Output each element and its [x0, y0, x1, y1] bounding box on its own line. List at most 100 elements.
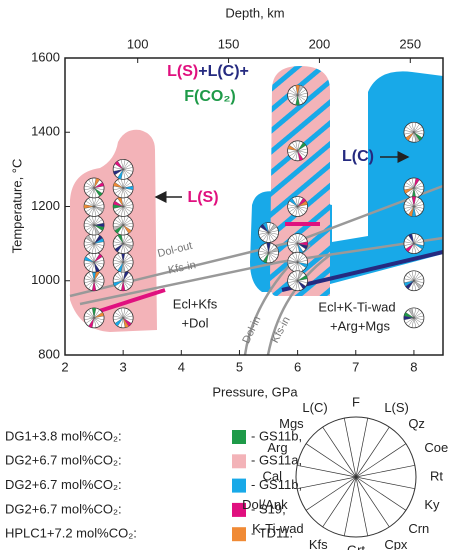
pie-spoke: [93, 243, 97, 254]
pie-wedge: [94, 178, 100, 188]
label-part: +: [240, 63, 249, 80]
pie-spoke: [91, 187, 95, 198]
pie-spoke: [404, 187, 414, 191]
pie-spoke: [297, 278, 308, 281]
pie-spoke: [93, 317, 103, 324]
pie-marker: [403, 233, 425, 255]
pie-spoke: [287, 278, 298, 281]
pie-spoke: [123, 243, 134, 246]
key-spoke: [355, 464, 415, 478]
pie-wedge: [123, 185, 134, 190]
pie-wedge: [94, 225, 100, 235]
pie-wedge: [405, 243, 414, 252]
pie-spoke: [93, 272, 100, 281]
key-label: Mgs: [279, 416, 304, 431]
pie-spoke: [297, 235, 304, 244]
pie-spoke: [413, 317, 420, 327]
pie-spoke: [289, 200, 298, 207]
pie-spoke: [268, 222, 271, 233]
pie-spoke: [122, 243, 126, 254]
pie-spoke: [297, 280, 307, 287]
pie-spoke: [123, 317, 134, 321]
line-label: Kfs-in: [167, 259, 197, 277]
pie-spoke: [123, 237, 132, 244]
pie-spoke: [297, 241, 308, 244]
pie-spoke: [266, 243, 269, 253]
pie-spoke: [113, 185, 124, 189]
pie-spoke: [85, 312, 95, 319]
pie-spoke: [295, 270, 298, 281]
pie-spoke: [93, 225, 97, 235]
pie-spoke: [404, 315, 414, 319]
pie-spoke: [289, 243, 298, 250]
key-spoke: [355, 476, 369, 536]
pie-wedge: [123, 270, 129, 281]
pie-spoke: [113, 187, 124, 191]
pie-spoke: [413, 204, 424, 207]
pie-spoke: [411, 280, 415, 291]
pie-spoke: [413, 237, 423, 244]
pie-spoke: [408, 198, 415, 207]
pie-spoke: [297, 200, 307, 207]
pie-spoke: [258, 232, 269, 235]
pie-spoke: [93, 280, 100, 290]
pie-spoke: [266, 252, 269, 263]
pie-wedge: [94, 235, 103, 244]
pie-spoke: [93, 237, 103, 244]
pie-spoke: [123, 219, 132, 226]
pie-spoke: [123, 278, 134, 281]
pie-spoke: [262, 232, 269, 241]
pie-spoke: [88, 235, 95, 244]
pie-spoke: [113, 204, 124, 207]
pie-spoke: [268, 244, 275, 254]
pie-wedge: [123, 317, 132, 327]
pie-wedge: [297, 200, 308, 207]
pie-spoke: [88, 262, 95, 271]
legend-sample: - S19,: [251, 501, 286, 516]
pie-marker: [258, 242, 279, 264]
key-label: L(S): [384, 400, 409, 415]
pie-spoke: [413, 317, 424, 321]
pie-spoke: [91, 252, 95, 263]
pie-spoke: [268, 252, 279, 256]
pie-spoke: [268, 232, 279, 235]
pie-wedge: [84, 256, 95, 263]
pie-spoke: [93, 317, 100, 327]
pie-wedge: [408, 233, 414, 244]
pie-spoke: [266, 232, 269, 243]
legend-swatch: [232, 527, 246, 542]
key-spoke: [355, 476, 415, 490]
pie-spoke: [413, 130, 424, 133]
pie-spoke: [295, 95, 298, 105]
pie-wedge: [405, 132, 414, 141]
pie-spoke: [404, 241, 414, 244]
pie-spoke: [123, 187, 134, 191]
pie-spoke: [93, 312, 103, 319]
pie-spoke: [289, 94, 298, 101]
pie-marker: [112, 177, 134, 199]
pie-spoke: [295, 252, 298, 263]
pie-spoke: [297, 206, 308, 209]
key-spoke: [355, 443, 407, 478]
pie-spoke: [113, 315, 124, 319]
legend-label: DG2+6.7 mol%CO₂:: [5, 453, 122, 468]
pie-spoke: [291, 95, 298, 104]
pie-spoke: [121, 262, 124, 273]
pie-spoke: [405, 132, 415, 138]
key-spoke: [355, 418, 369, 478]
pie-spoke: [297, 233, 300, 244]
pie-spoke: [88, 253, 95, 263]
pie-wedge: [262, 222, 269, 233]
pie-spoke: [93, 219, 103, 226]
pie-spoke: [297, 262, 307, 268]
pie-spoke: [113, 280, 124, 283]
x-tick-label: 6: [294, 359, 301, 374]
x2-tick-label: 250: [399, 36, 421, 51]
pie-wedge: [297, 243, 308, 250]
pie-spoke: [297, 272, 304, 281]
pie-spoke: [123, 169, 134, 172]
pie-spoke: [84, 261, 95, 265]
pie-spoke: [297, 280, 308, 283]
legend-label: DG2+6.7 mol%CO₂:: [5, 477, 122, 492]
pie-spoke: [91, 280, 95, 291]
